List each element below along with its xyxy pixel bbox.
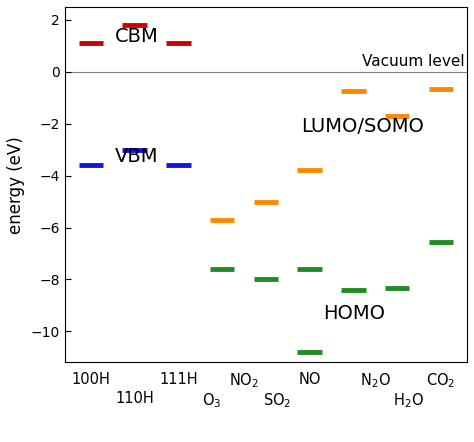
Text: VBM: VBM — [115, 147, 158, 166]
Text: HOMO: HOMO — [323, 304, 385, 323]
Text: 110H: 110H — [115, 391, 154, 406]
Text: 111H: 111H — [159, 372, 198, 386]
Text: NO: NO — [298, 372, 321, 386]
Text: CO$_2$: CO$_2$ — [426, 372, 456, 390]
Text: Vacuum level: Vacuum level — [362, 53, 465, 69]
Text: LUMO/SOMO: LUMO/SOMO — [301, 117, 424, 136]
Text: H$_2$O: H$_2$O — [392, 391, 423, 410]
Y-axis label: energy (eV): energy (eV) — [7, 136, 25, 233]
Text: 100H: 100H — [72, 372, 110, 386]
Text: SO$_2$: SO$_2$ — [263, 391, 291, 410]
Text: NO$_2$: NO$_2$ — [229, 372, 259, 390]
Text: N$_2$O: N$_2$O — [360, 372, 391, 390]
Text: O$_3$: O$_3$ — [201, 391, 221, 410]
Text: CBM: CBM — [115, 27, 159, 46]
